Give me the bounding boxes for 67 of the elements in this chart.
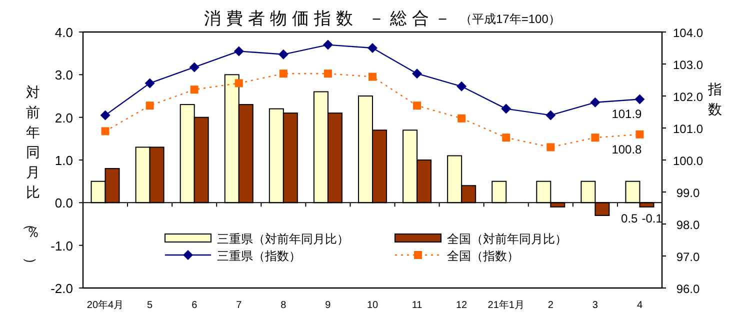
point	[324, 70, 332, 78]
point	[189, 62, 200, 72]
x-tick-label: 8	[280, 300, 287, 311]
x-tick-label: 20年4月	[86, 299, 124, 311]
point	[368, 43, 378, 53]
text: 対前年同月比（％）	[22, 85, 40, 271]
y2-axis-title: 指数	[707, 82, 722, 118]
point	[456, 81, 467, 92]
point	[412, 68, 422, 79]
x-tick-label: 7	[236, 300, 242, 311]
x-tick-label: 3	[592, 300, 598, 311]
legend-label: 三重県（対前年同月比）	[217, 232, 349, 246]
y-tick-label: -2.0	[50, 281, 73, 296]
legend-label: 全国（対前年同月比）	[447, 232, 567, 246]
x-tick-label: 5	[147, 300, 154, 311]
y2-tick-label: 98.0	[676, 218, 700, 232]
y2-tick-label: 101.0	[672, 122, 704, 136]
point	[278, 49, 288, 60]
y-tick-label: 2.0	[54, 110, 73, 126]
x-tick-label: 10	[366, 300, 378, 311]
x-tick-label: 9	[325, 300, 332, 311]
point	[190, 86, 198, 94]
chart-subtitle: （平成17年=100）	[460, 12, 560, 26]
point	[144, 78, 155, 88]
y2-tick-label: 97.0	[676, 250, 700, 264]
y-tick-label: 3.0	[54, 68, 73, 83]
chart-title: 消費者物価指数 －総合－	[204, 9, 456, 28]
point	[101, 127, 110, 136]
y-tick-label: -1.0	[50, 238, 73, 254]
point	[590, 97, 600, 108]
point	[146, 102, 154, 110]
x-tick-label: 6	[192, 300, 198, 311]
point	[368, 72, 376, 81]
x-tick-label: 11	[412, 300, 423, 311]
x-tick-label: 21年1月	[488, 299, 524, 311]
point	[100, 110, 110, 120]
y2-tick-label: 96.0	[676, 282, 700, 296]
data-label: -0.1	[642, 212, 663, 226]
point	[546, 143, 555, 152]
point	[458, 114, 466, 122]
data-label: 100.8	[612, 142, 642, 156]
x-tick-label: 4	[636, 300, 643, 311]
point	[546, 110, 556, 120]
point	[322, 40, 333, 50]
legend-label: 全国（指数）	[447, 249, 519, 263]
y2-tick-label: 99.0	[676, 186, 700, 200]
x-tick-label: 2	[548, 300, 554, 311]
data-label: 0.5	[621, 212, 638, 226]
point	[634, 94, 645, 104]
point	[501, 104, 512, 114]
y-tick-label: 1.0	[54, 153, 73, 168]
y2-tick-label: 103.0	[672, 58, 704, 72]
point	[413, 102, 422, 110]
y2-tick-label: 102.0	[672, 90, 704, 104]
point	[234, 79, 243, 88]
y2-tick-label: 100.0	[672, 154, 704, 168]
point	[234, 46, 244, 56]
y2-tick-label: 104.0	[672, 26, 704, 40]
x-tick-label: 12	[456, 300, 468, 311]
point	[279, 70, 288, 78]
point	[591, 134, 600, 142]
point	[636, 130, 644, 138]
y-tick-label: 4.0	[54, 25, 73, 40]
legend-label: 三重県（指数）	[217, 249, 301, 263]
data-label: 101.9	[612, 107, 642, 122]
y-tick-label: 0.0	[54, 196, 73, 211]
point	[502, 134, 510, 142]
